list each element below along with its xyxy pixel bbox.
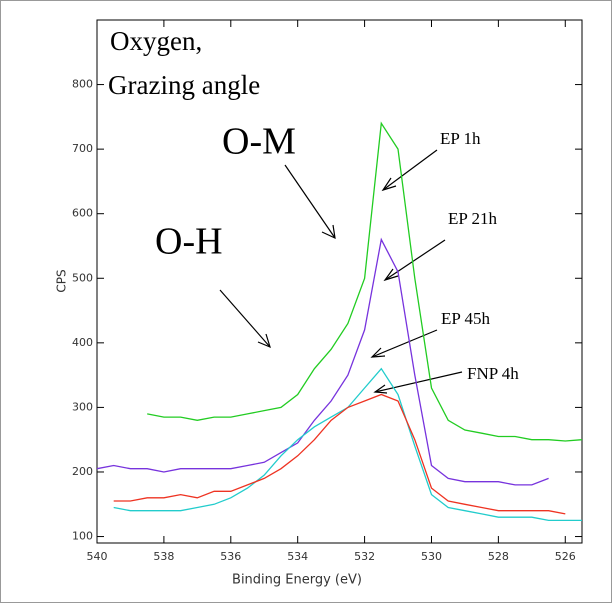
arrows <box>219 149 463 394</box>
y-tick-label: 200 <box>72 465 93 478</box>
series-line <box>147 121 583 442</box>
annotation: Grazing angle <box>108 70 260 100</box>
x-tick-label: 538 <box>153 550 174 563</box>
x-tick-label: 526 <box>555 550 576 563</box>
plot-area <box>96 19 583 544</box>
series-label: FNP 4h <box>467 364 519 383</box>
x-tick-label: 536 <box>220 550 241 563</box>
y-tick-label: 600 <box>72 207 93 220</box>
x-tick-label: 540 <box>87 550 108 563</box>
series-line <box>96 237 549 486</box>
series-line <box>113 393 566 515</box>
x-tick-label: 534 <box>287 550 308 563</box>
x-tick-label: 532 <box>354 550 375 563</box>
series-label: EP 21h <box>448 209 497 228</box>
y-tick-label: 300 <box>72 400 93 413</box>
y-tick-label: 700 <box>72 142 93 155</box>
x-tick-label: 528 <box>488 550 509 563</box>
annotation: O-M <box>222 121 296 163</box>
annotation: Oxygen, <box>110 26 202 56</box>
series-label: EP 45h <box>441 309 490 328</box>
y-tick-label: 500 <box>72 271 93 284</box>
series-label: EP 1h <box>440 129 481 148</box>
y-axis-label: CPS <box>55 269 69 292</box>
y-tick-label: 400 <box>72 336 93 349</box>
x-tick-label: 530 <box>421 550 442 563</box>
annotation: O-H <box>155 221 223 263</box>
y-tick-label: 100 <box>72 530 93 543</box>
y-tick-label: 800 <box>72 78 93 91</box>
x-axis-label: Binding Energy (eV) <box>232 573 362 588</box>
